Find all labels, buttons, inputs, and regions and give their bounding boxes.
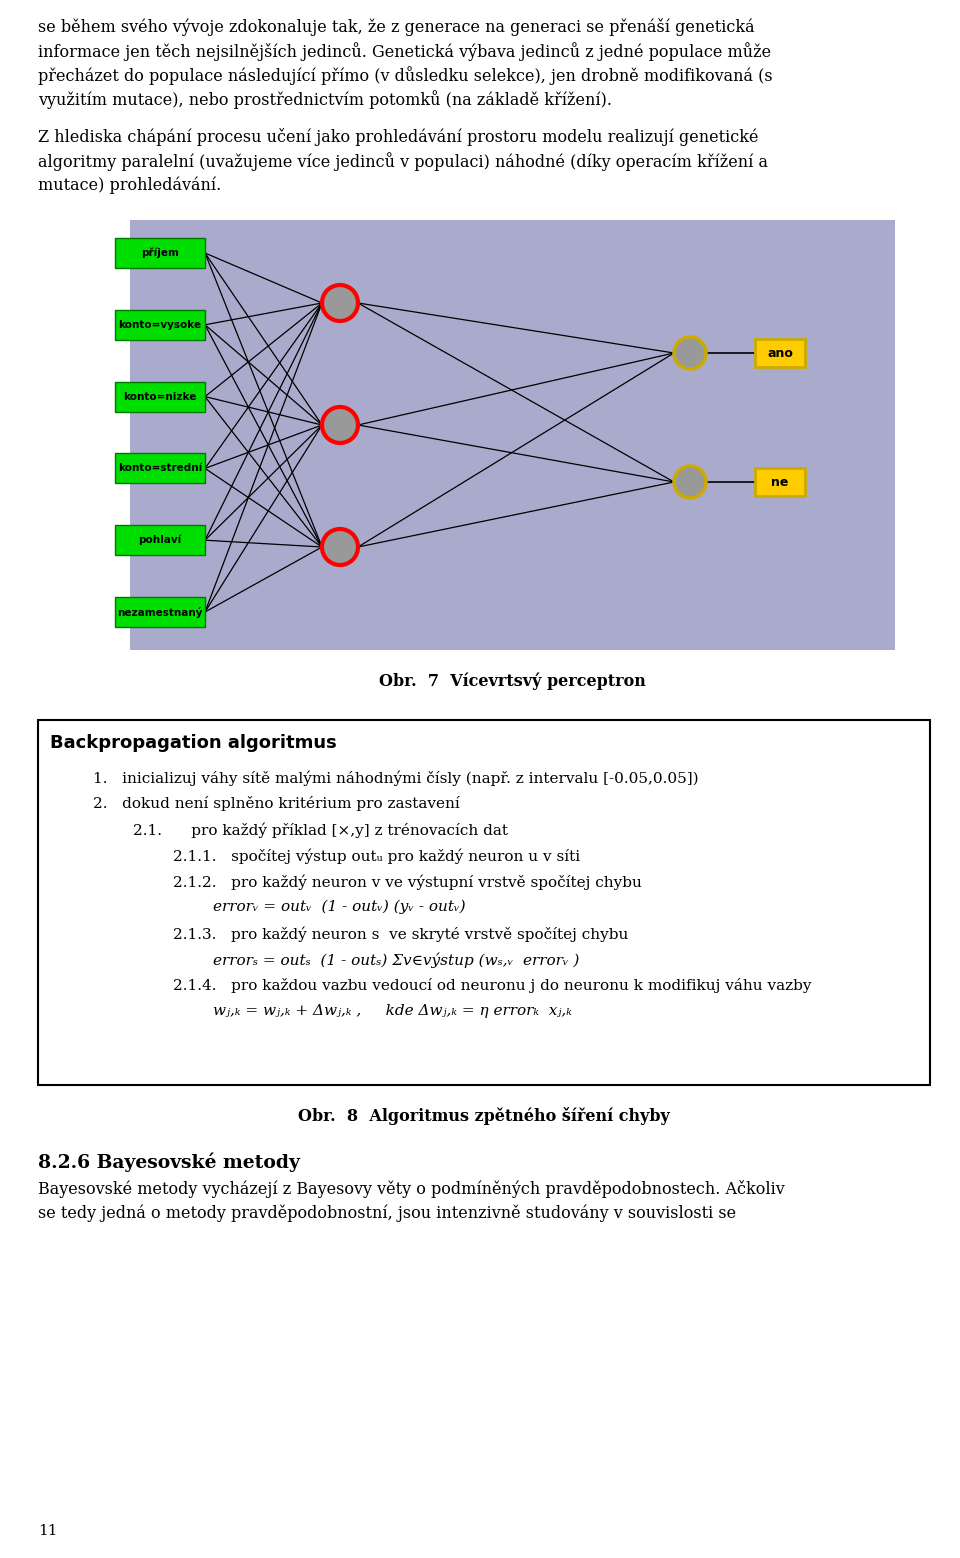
Bar — [115, 453, 205, 483]
Text: 2.   dokud není splněno kritérium pro zastavení: 2. dokud není splněno kritérium pro zast… — [93, 796, 460, 812]
Circle shape — [674, 337, 706, 369]
Text: 1.   inicializuj váhy sítě malými náhodnými čísly (např. z intervalu [-0.05,0.05: 1. inicializuj váhy sítě malými náhodným… — [93, 770, 699, 785]
Text: 2.1.3.   pro každý neuron s  ve skryté vrstvě spočítej chybu: 2.1.3. pro každý neuron s ve skryté vrst… — [173, 925, 629, 941]
Bar — [130, 220, 895, 650]
Bar — [38, 720, 930, 1084]
Text: pohlaví: pohlaví — [138, 534, 181, 545]
Text: informace jen těch nejsilnějších jedinců. Genetická výbava jedinců z jedné popul: informace jen těch nejsilnějších jedinců… — [38, 42, 771, 61]
Bar — [115, 382, 205, 411]
Text: ne: ne — [771, 475, 789, 489]
Text: konto=strední: konto=strední — [118, 463, 203, 474]
Bar — [115, 525, 205, 555]
Text: se během svého vývoje zdokonaluje tak, že z generace na generaci se přenáší gene: se během svého vývoje zdokonaluje tak, ž… — [38, 19, 755, 36]
Text: příjem: příjem — [141, 248, 179, 259]
Text: mutace) prohledávání.: mutace) prohledávání. — [38, 176, 221, 193]
Text: Bayesovské metody vycházejí z Bayesovy věty o podmíněných pravděpodobnostech. Ač: Bayesovské metody vycházejí z Bayesovy v… — [38, 1179, 784, 1198]
Text: 2.1.      pro každý příklad [×,y] z trénovacích dat: 2.1. pro každý příklad [×,y] z trénovací… — [133, 823, 508, 838]
Text: 2.1.4.   pro každou vazbu vedoucí od neuronu j do neuronu k modifikuj váhu vazby: 2.1.4. pro každou vazbu vedoucí od neuro… — [173, 978, 811, 992]
Circle shape — [674, 466, 706, 499]
Text: ano: ano — [767, 346, 793, 360]
Text: errorᵥ = outᵥ  (1 - outᵥ) (yᵥ - outᵥ): errorᵥ = outᵥ (1 - outᵥ) (yᵥ - outᵥ) — [213, 901, 466, 915]
Text: 8.2.6 Bayesovské metody: 8.2.6 Bayesovské metody — [38, 1151, 300, 1172]
Bar — [755, 467, 805, 495]
Bar — [115, 597, 205, 626]
Text: Obr.  8  Algoritmus zpětného šíření chyby: Obr. 8 Algoritmus zpětného šíření chyby — [299, 1108, 670, 1125]
Circle shape — [322, 407, 358, 442]
Circle shape — [322, 285, 358, 321]
Bar — [115, 238, 205, 268]
Text: algoritmy paralelní (uvažujeme více jedinců v populaci) náhodné (díky operacím k: algoritmy paralelní (uvažujeme více jedi… — [38, 153, 768, 171]
Text: nezamestnaný: nezamestnaný — [117, 606, 203, 617]
Text: Obr.  7  Vícevrtsvý perceptron: Obr. 7 Vícevrtsvý perceptron — [379, 671, 646, 690]
Text: Z hlediska chápání procesu učení jako prohledávání prostoru modelu realizují gen: Z hlediska chápání procesu učení jako pr… — [38, 128, 758, 146]
Text: wⱼ,ₖ = wⱼ,ₖ + Δwⱼ,ₖ ,     kde Δwⱼ,ₖ = η errorₖ  xⱼ,ₖ: wⱼ,ₖ = wⱼ,ₖ + Δwⱼ,ₖ , kde Δwⱼ,ₖ = η erro… — [213, 1003, 572, 1017]
Text: konto=vysoke: konto=vysoke — [118, 319, 202, 330]
Text: Backpropagation algoritmus: Backpropagation algoritmus — [50, 734, 337, 753]
Text: 11: 11 — [38, 1524, 58, 1538]
Text: využitím mutace), nebo prostřednictvím potomků (na základě křížení).: využitím mutace), nebo prostřednictvím p… — [38, 90, 612, 109]
Text: se tedy jedná o metody pravděpodobnostní, jsou intenzivně studovány v souvislost: se tedy jedná o metody pravděpodobnostní… — [38, 1204, 736, 1221]
Text: 2.1.1.   spočítej výstup outᵤ pro každý neuron u v síti: 2.1.1. spočítej výstup outᵤ pro každý ne… — [173, 848, 580, 863]
Bar — [115, 310, 205, 340]
Text: 2.1.2.   pro každý neuron v ve výstupní vrstvě spočítej chybu: 2.1.2. pro každý neuron v ve výstupní vr… — [173, 874, 642, 890]
Text: errorₛ = outₛ  (1 - outₛ) Σv∈výstup (wₛ,ᵥ  errorᵥ ): errorₛ = outₛ (1 - outₛ) Σv∈výstup (wₛ,ᵥ… — [213, 952, 580, 968]
Text: přecházet do populace následující přímo (v důsledku selekce), jen drobně modifik: přecházet do populace následující přímo … — [38, 65, 773, 84]
Circle shape — [322, 530, 358, 566]
Bar — [755, 340, 805, 368]
Text: konto=nizke: konto=nizke — [123, 391, 197, 402]
